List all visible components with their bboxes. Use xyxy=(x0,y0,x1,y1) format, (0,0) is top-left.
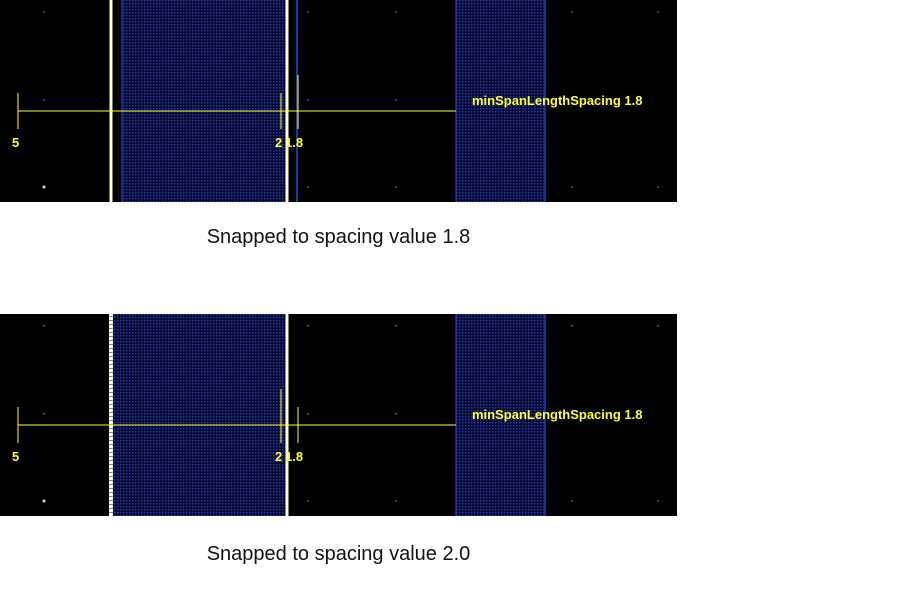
shape-fill-left[interactable] xyxy=(112,314,288,516)
shape-fill-right[interactable] xyxy=(456,0,546,202)
caption-2: Snapped to spacing value 2.0 xyxy=(206,543,471,565)
ruler-label-b: 1.8 xyxy=(285,449,303,464)
shape-fill-left[interactable] xyxy=(122,0,288,202)
layout-canvas-2[interactable]: 5 2 1.8 minSpanLengthSpacing 1.8 xyxy=(0,314,677,516)
ruler-label-a: 2 xyxy=(275,135,282,150)
edge-line-left-selected[interactable] xyxy=(109,314,113,516)
rule-label: minSpanLengthSpacing 1.8 xyxy=(472,407,642,422)
ruler-label-b: 1.8 xyxy=(285,135,303,150)
caption-1: Snapped to spacing value 1.8 xyxy=(206,226,471,248)
layout-canvas-1[interactable]: 5 2 1.8 minSpanLengthSpacing 1.8 xyxy=(0,0,677,202)
ruler-label-left: 5 xyxy=(12,449,19,464)
ruler-label-left: 5 xyxy=(12,135,19,150)
shape-fill-right[interactable] xyxy=(456,314,546,516)
rule-label: minSpanLengthSpacing 1.8 xyxy=(472,93,642,108)
ruler-label-a: 2 xyxy=(275,449,282,464)
